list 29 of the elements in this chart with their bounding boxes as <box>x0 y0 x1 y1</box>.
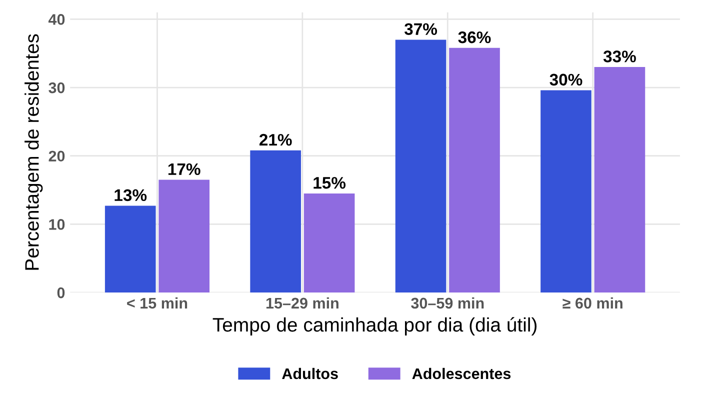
y-axis-title: Percentagem de residentes <box>24 34 43 270</box>
bar <box>594 67 646 293</box>
data-label: 33% <box>603 50 636 62</box>
bar <box>449 48 500 293</box>
data-label: 36% <box>458 31 491 44</box>
x-tick-label: < 15 min <box>127 297 188 309</box>
y-tick-label: 0 <box>57 287 65 298</box>
y-tick-label: 40 <box>48 14 65 25</box>
data-label: 15% <box>314 176 346 189</box>
x-tick-label: ≥ 60 min <box>562 297 622 309</box>
bar <box>540 90 592 293</box>
y-tick-label: 10 <box>49 219 65 230</box>
data-label: 37% <box>404 23 438 36</box>
bar <box>304 193 355 293</box>
data-label: 17% <box>168 163 200 176</box>
legend-label: Adolescentes <box>412 368 511 380</box>
legend-label: Adultos <box>282 368 338 380</box>
bar <box>104 206 156 293</box>
y-tick-label: 30 <box>48 82 65 94</box>
x-axis-title: Tempo de caminhada por dia (dia útil) <box>212 317 537 336</box>
bar <box>395 40 446 293</box>
x-tick-label: 30–59 min <box>411 297 484 309</box>
y-tick-label: 20 <box>48 150 65 162</box>
x-tick-label: 15–29 min <box>266 297 338 309</box>
bar <box>250 150 301 293</box>
data-label: 21% <box>259 134 292 146</box>
bar <box>158 180 210 293</box>
data-label: 30% <box>550 74 582 86</box>
data-label: 13% <box>114 189 147 202</box>
